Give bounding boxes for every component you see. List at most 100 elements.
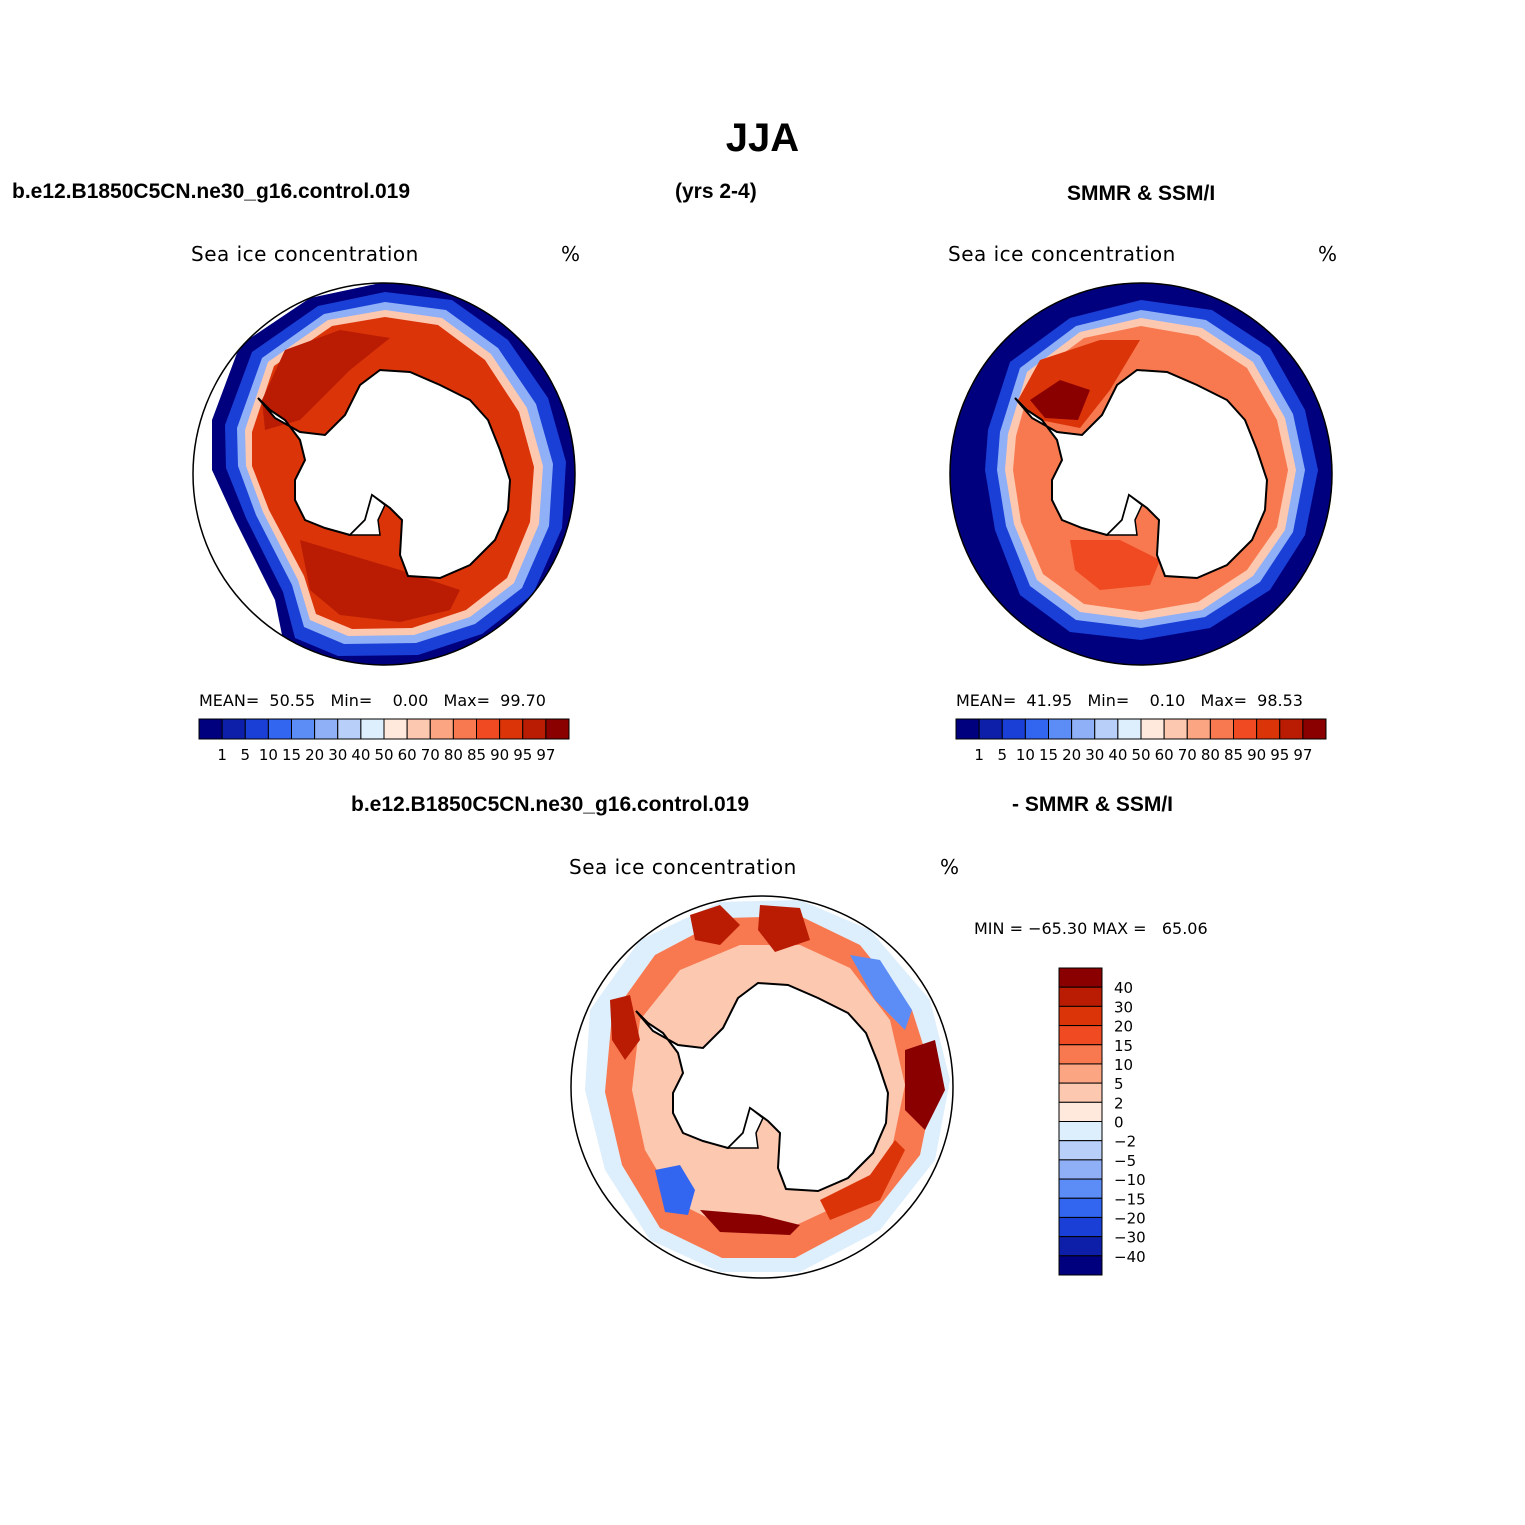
model-panel-units: % xyxy=(561,242,581,266)
diff-colorbar-box xyxy=(1058,1025,1103,1046)
diff-dark-top xyxy=(690,905,740,945)
diff-colorbar-label: 2 xyxy=(1114,1094,1124,1112)
diff-colorbar-label: −15 xyxy=(1114,1190,1146,1208)
diff-panel-units: % xyxy=(940,855,960,879)
min-value: 0.10 xyxy=(1149,691,1186,710)
model-colorbar-box xyxy=(337,718,362,740)
diff-colorbar-box xyxy=(1058,1005,1103,1027)
diff-colorbar-box xyxy=(1058,1159,1103,1180)
obs-panel-title: Sea ice concentration xyxy=(948,242,1176,266)
model-colorbar-label: 40 xyxy=(351,746,370,764)
model-colorbar-label: 95 xyxy=(513,746,532,764)
diff-dark-top2 xyxy=(758,905,810,952)
diff-model-label: b.e12.B1850C5CN.ne30_g16.control.019 xyxy=(351,793,750,816)
obs-colorbar-box xyxy=(1071,718,1096,740)
model-colorbar-box xyxy=(221,718,246,740)
obs-colorbar-box xyxy=(1209,718,1234,740)
obs-colorbar-box xyxy=(1186,718,1211,740)
obs-colorbar-box xyxy=(1140,718,1165,740)
obs-colorbar-label: 5 xyxy=(997,746,1007,764)
diff-dark-left xyxy=(610,995,640,1060)
diff-colorbar-label: 20 xyxy=(1114,1018,1133,1036)
diff-red-bottom-right xyxy=(820,1140,905,1220)
diff-colorbar-box xyxy=(1058,1197,1103,1218)
obs-colorbar: 1 5 10 15 20 30 40 50 60 70 80 85 90 95 97 xyxy=(955,718,1327,764)
mean-value: 41.95 xyxy=(1026,691,1073,710)
diff-colorbar-box xyxy=(1058,1140,1103,1161)
mean-label: MEAN= xyxy=(956,691,1017,710)
max-label: Max= xyxy=(1200,691,1247,710)
model-colorbar-box xyxy=(406,718,431,740)
obs-map xyxy=(950,283,1332,665)
season-title: JJA xyxy=(725,116,800,160)
diff-colorbar-label: −40 xyxy=(1114,1248,1146,1266)
diff-colorbar-label: 10 xyxy=(1114,1056,1133,1074)
model-ice-core-dark-bottom xyxy=(300,540,460,622)
obs-colorbar-box xyxy=(1163,718,1188,740)
diff-colorbar-box xyxy=(1058,1216,1103,1238)
model-colorbar-label: 30 xyxy=(328,746,347,764)
model-colorbar-label: 70 xyxy=(421,746,440,764)
diff-colorbar-label: 30 xyxy=(1114,998,1133,1016)
diff-colorbar-box xyxy=(1058,1178,1103,1199)
obs-colorbar-label: 10 xyxy=(1016,746,1035,764)
max-value: 99.70 xyxy=(500,691,546,710)
obs-colorbar-box xyxy=(1302,718,1327,740)
obs-colorbar-label: 95 xyxy=(1270,746,1289,764)
obs-colorbar-box xyxy=(1256,718,1281,740)
model-colorbar-label: 50 xyxy=(374,746,393,764)
model-colorbar-box xyxy=(476,718,501,740)
diff-colorbar-box xyxy=(1058,1082,1103,1103)
diff-colorbar-label: −30 xyxy=(1114,1229,1146,1247)
diff-obs-label: - SMMR & SSM/I xyxy=(1012,793,1173,816)
diff-map xyxy=(571,896,953,1278)
model-case-label: b.e12.B1850C5CN.ne30_g16.control.019 xyxy=(12,180,411,203)
model-colorbar-box xyxy=(522,718,547,740)
obs-colorbar-label: 15 xyxy=(1039,746,1058,764)
diff-colorbar-box xyxy=(1058,1101,1103,1122)
model-colorbar-label: 10 xyxy=(259,746,278,764)
model-map xyxy=(212,283,575,665)
obs-colorbar-box xyxy=(1117,718,1142,740)
mean-label: MEAN= xyxy=(199,691,260,710)
model-colorbar-label: 20 xyxy=(305,746,324,764)
model-colorbar-label: 1 xyxy=(217,746,227,764)
diff-blue-patch-left xyxy=(655,1165,695,1215)
min-label: Min= xyxy=(1087,691,1130,710)
obs-colorbar-box xyxy=(1233,718,1258,740)
model-antarctica xyxy=(257,368,512,580)
model-colorbar-label: 5 xyxy=(240,746,250,764)
diff-colorbar-box xyxy=(1058,1063,1103,1084)
model-map-border xyxy=(192,282,576,666)
model-panel-title: Sea ice concentration xyxy=(191,242,419,266)
model-colorbar-label: 85 xyxy=(467,746,486,764)
model-colorbar-box xyxy=(198,718,223,740)
obs-map-border xyxy=(949,282,1333,666)
model-colorbar-box xyxy=(452,718,477,740)
diff-colorbar-box xyxy=(1058,1044,1103,1065)
obs-colorbar-label: 20 xyxy=(1062,746,1081,764)
obs-ice-core-bottom xyxy=(1070,540,1160,590)
diff-colorbar-label: 0 xyxy=(1114,1114,1124,1132)
diff-antarctica xyxy=(635,981,890,1193)
diff-colorbar-box xyxy=(1058,1236,1103,1257)
diff-colorbar-label: 5 xyxy=(1114,1075,1124,1093)
model-stats: MEAN= 50.55 Min= 0.00 Max= 99.70 xyxy=(199,691,546,710)
obs-colorbar-label: 90 xyxy=(1247,746,1266,764)
model-colorbar-label: 80 xyxy=(444,746,463,764)
model-colorbar-box xyxy=(267,718,292,740)
model-colorbar-box xyxy=(314,718,339,740)
obs-colorbar-label: 60 xyxy=(1155,746,1174,764)
diff-stats: MIN = −65.30 MAX = 65.06 xyxy=(974,919,1208,938)
diff-colorbar-box xyxy=(1058,986,1103,1007)
obs-colorbar-label: 85 xyxy=(1224,746,1243,764)
obs-name-label: SMMR & SSM/I xyxy=(1067,182,1216,205)
diff-colorbar-box xyxy=(1058,1255,1103,1276)
max-label: Max= xyxy=(443,691,490,710)
obs-colorbar-box xyxy=(978,718,1003,740)
diff-colorbar-box xyxy=(1058,1121,1103,1142)
diff-colorbar-box xyxy=(1058,967,1103,988)
min-label: Min= xyxy=(330,691,373,710)
